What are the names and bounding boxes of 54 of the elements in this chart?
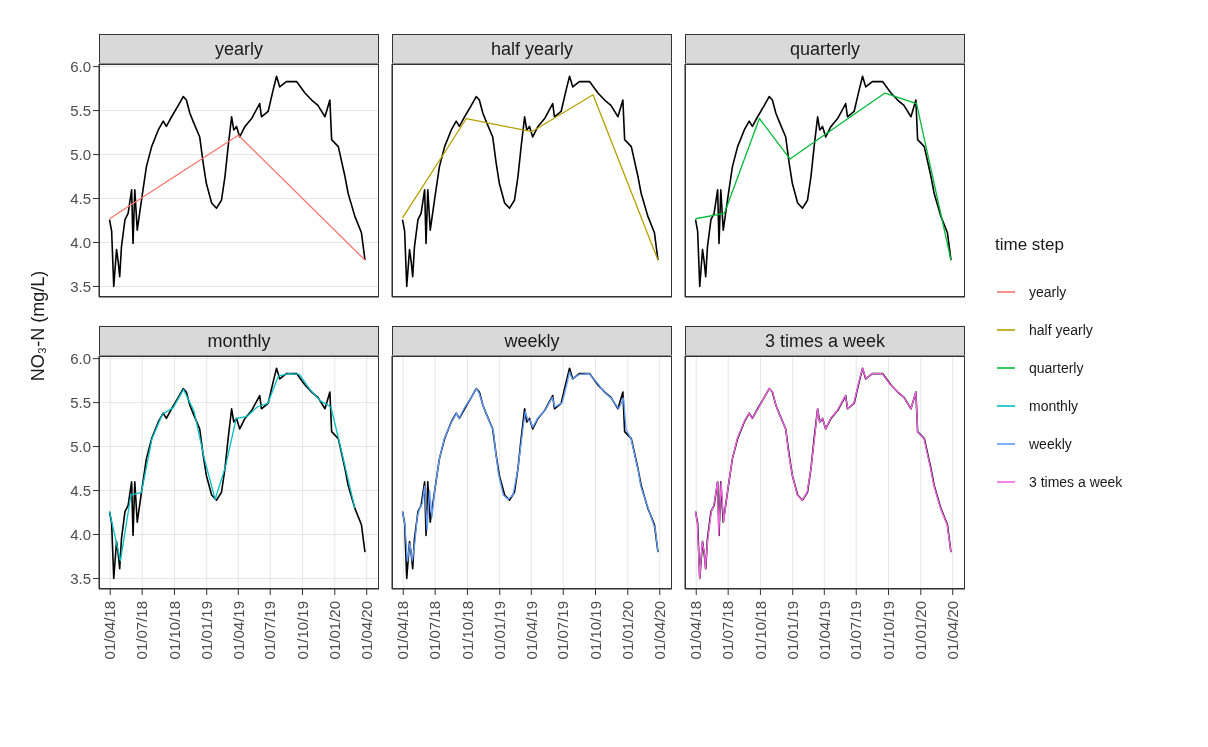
x-tick-label: 01/04/18 (687, 601, 705, 660)
y-axis-title: NO₃-N (mg/L) (27, 270, 49, 382)
x-tick-label: 01/07/18 (426, 601, 444, 660)
y-tick-label: 6.0 (70, 57, 91, 75)
x-tick-label: 01/07/19 (847, 601, 865, 660)
legend-title: time step (995, 235, 1065, 255)
x-tick-label: 01/04/18 (394, 601, 412, 660)
x-tick-label: 01/04/20 (943, 601, 961, 660)
y-tick-label: 5.0 (70, 145, 91, 163)
legend-label: monthly (1029, 398, 1079, 414)
x-tick-label: 01/10/19 (586, 601, 604, 660)
legend-label: half yearly (1029, 322, 1093, 338)
x-tick-label: 01/10/19 (293, 601, 311, 660)
x-tick-label: 01/01/20 (912, 601, 930, 660)
y-tick-label: 6.0 (70, 349, 91, 367)
x-tick-label: 01/07/18 (719, 601, 737, 660)
x-tick-label: 01/10/18 (751, 601, 769, 660)
x-tick-label: 01/04/19 (229, 601, 247, 660)
chart-title: 3 times a week (685, 326, 965, 356)
x-tick-label: 01/04/19 (522, 601, 540, 660)
x-tick-label: 01/04/20 (357, 601, 375, 660)
chart-title: quarterly (685, 34, 965, 64)
y-tick-label: 5.0 (70, 437, 91, 455)
y-tick-label: 3.5 (70, 277, 91, 295)
x-tick-label: 01/01/19 (197, 601, 215, 660)
y-tick-label: 4.5 (70, 481, 91, 499)
x-tick-label: 01/04/18 (101, 601, 119, 660)
chart-title: weekly (392, 326, 672, 356)
x-tick-label: 01/10/19 (879, 601, 897, 660)
x-tick-label: 01/07/19 (261, 601, 279, 660)
x-tick-label: 01/01/19 (783, 601, 801, 660)
chart-title: yearly (99, 34, 379, 64)
y-tick-label: 4.0 (70, 233, 91, 251)
y-tick-label: 5.5 (70, 393, 91, 411)
chart-title: monthly (99, 326, 379, 356)
x-tick-label: 01/01/20 (619, 601, 637, 660)
x-tick-label: 01/04/19 (815, 601, 833, 660)
x-tick-label: 01/07/18 (133, 601, 151, 660)
chart-title: half yearly (392, 34, 672, 64)
x-tick-label: 01/01/20 (326, 601, 344, 660)
x-tick-label: 01/10/18 (458, 601, 476, 660)
x-tick-label: 01/01/19 (490, 601, 508, 660)
legend-label: 3 times a week (1029, 474, 1123, 490)
x-tick-label: 01/04/20 (650, 601, 668, 660)
x-tick-label: 01/07/19 (554, 601, 572, 660)
y-tick-label: 3.5 (70, 569, 91, 587)
y-tick-label: 4.5 (70, 189, 91, 207)
legend-label: quarterly (1029, 360, 1084, 376)
line-series (108, 75, 366, 288)
legend-label: yearly (1029, 284, 1067, 300)
legend-label: weekly (1029, 436, 1072, 452)
x-tick-label: 01/10/18 (165, 601, 183, 660)
y-tick-label: 5.5 (70, 101, 91, 119)
y-tick-label: 4.0 (70, 525, 91, 543)
